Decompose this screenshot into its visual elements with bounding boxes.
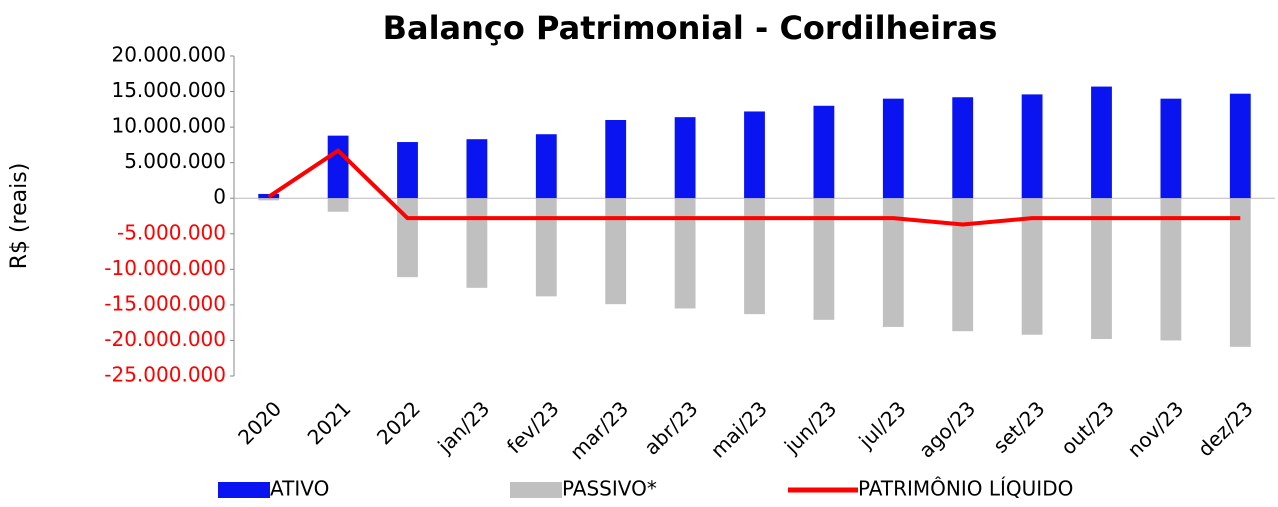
bar: [813, 105, 835, 199]
bar: [1160, 98, 1182, 199]
bar: [1160, 198, 1182, 341]
chart-title: Balanço Patrimonial - Cordilheiras: [383, 9, 998, 47]
x-tick-label: 2020: [233, 396, 286, 449]
bar: [466, 198, 488, 288]
bar: [952, 198, 974, 332]
bar: [1091, 198, 1112, 340]
bar: [1021, 94, 1043, 199]
x-tick-label: out/23: [1056, 396, 1119, 459]
bar: [744, 198, 765, 315]
legend-label: PATRIMÔNIO LÍQUIDO: [858, 477, 1073, 501]
bar: [674, 117, 696, 199]
legend-swatch: [218, 482, 270, 498]
bar: [882, 98, 904, 199]
y-tick-label: -10.000.000: [104, 256, 226, 280]
bar: [744, 111, 765, 199]
x-tick-label: nov/23: [1123, 396, 1189, 462]
bar: [605, 120, 627, 199]
legend-label: PASSIVO*: [562, 477, 657, 501]
bar: [466, 139, 488, 199]
y-tick-label: -20.000.000: [104, 327, 226, 351]
bar: [813, 198, 835, 320]
y-tick-label: -5.000.000: [117, 220, 226, 244]
legend-label: ATIVO: [270, 477, 329, 501]
y-tick-label: 15.000.000: [111, 78, 226, 102]
bar: [1229, 198, 1251, 347]
x-tick-label: jun/23: [779, 396, 841, 458]
bar: [535, 198, 557, 297]
bar: [952, 97, 974, 199]
bar: [605, 198, 627, 305]
x-tick-label: 2022: [372, 396, 425, 449]
x-tick-label: set/23: [988, 396, 1049, 457]
bar: [327, 135, 349, 199]
y-tick-label: 5.000.000: [124, 149, 226, 173]
bar: [327, 198, 349, 212]
legend-swatch: [510, 482, 562, 498]
y-tick-label: -25.000.000: [104, 363, 226, 387]
bar: [1091, 86, 1112, 199]
bar: [1021, 198, 1043, 335]
x-tick-label: jan/23: [432, 396, 494, 458]
x-tick-label: ago/23: [914, 396, 980, 462]
y-tick-label: -15.000.000: [104, 291, 226, 315]
bar: [258, 198, 280, 201]
bar: [1229, 93, 1251, 199]
bar: [674, 198, 696, 309]
x-tick-label: dez/23: [1193, 396, 1258, 461]
x-tick-label: mar/23: [565, 396, 633, 464]
x-tick-label: jul/23: [853, 396, 910, 453]
bar: [535, 134, 557, 199]
bar: [397, 142, 418, 199]
x-tick-label: abr/23: [639, 396, 702, 459]
y-tick-label: 10.000.000: [111, 114, 226, 138]
bar: [882, 198, 904, 327]
x-tick-label: 2021: [303, 396, 356, 449]
line: [267, 148, 1241, 227]
y-axis-label: R$ (reais): [7, 163, 32, 270]
y-tick-label: 20.000.000: [111, 43, 226, 67]
y-tick-label: 0: [213, 185, 226, 209]
x-tick-label: fev/23: [502, 396, 564, 458]
x-tick-label: mai/23: [706, 396, 772, 462]
